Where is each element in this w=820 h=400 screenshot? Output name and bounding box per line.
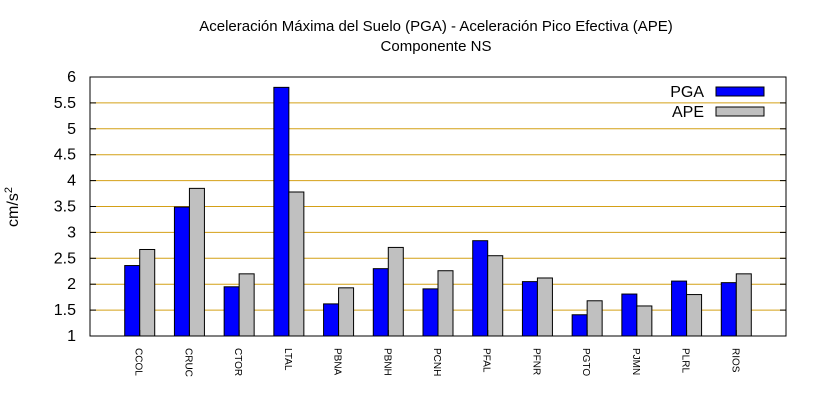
bar-ape-pbna	[338, 287, 355, 337]
bar-ape-pjmn	[636, 305, 653, 337]
legend-swatch-pga	[715, 86, 765, 97]
bar-pga-rios	[720, 282, 737, 337]
bar-pga-pfnr	[521, 281, 538, 337]
bar-ape-pcnh	[437, 270, 454, 337]
x-tick-label: PCNH	[431, 348, 442, 376]
x-axis-ticks: CCOL CRUC CTOR LTAL PBNA PBNH PCNH PFAL PFNR PGTO…	[133, 330, 740, 377]
bar-ape-ctor	[238, 273, 255, 337]
bar-pga-pbna	[323, 303, 340, 337]
y-tick-label: 1.5	[54, 302, 76, 319]
chart-subtitle: Componente NS	[381, 38, 492, 55]
bar-pga-pbnh	[372, 268, 389, 337]
x-tick-label: PBNH	[381, 348, 392, 376]
y-axis-label-exponent: 2	[3, 187, 15, 193]
y-tick-label: 1	[67, 328, 76, 345]
legend-label-pga: PGA	[670, 84, 704, 101]
legend-label-ape: APE	[672, 104, 704, 121]
bar-ape-rios	[735, 273, 752, 337]
bar-ape-ltal	[288, 191, 305, 337]
bar-pga-ltal	[273, 86, 290, 337]
bar-pga-ccol	[124, 265, 141, 337]
x-tick-label: PGTO	[580, 348, 591, 376]
y-tick-label: 3	[67, 224, 76, 241]
gridlines	[90, 102, 786, 311]
bar-pga-cruc	[173, 206, 190, 337]
legend-swatch-ape	[715, 106, 765, 117]
plot-frame	[89, 76, 787, 337]
x-tick-label: CRUC	[182, 348, 193, 377]
y-axis-label: cm/s2	[3, 187, 22, 227]
x-tick-label: PJMN	[630, 348, 641, 375]
y-tick-label: 4.5	[54, 147, 76, 164]
x-tick-label: PFAL	[481, 348, 492, 373]
bar-ape-pbnh	[387, 246, 404, 337]
x-tick-label: CCOL	[133, 348, 144, 376]
y-axis-label-unit: cm/s	[5, 193, 22, 227]
x-tick-label: PFNR	[530, 348, 541, 375]
bar-ape-ccol	[139, 248, 156, 337]
bar-ape-pfal	[487, 255, 504, 337]
x-tick-label: PLRL	[680, 348, 691, 373]
bars	[124, 86, 752, 337]
bar-ape-pgto	[586, 300, 603, 337]
y-tick-label: 6	[67, 69, 76, 86]
y-tick-label: 2.5	[54, 250, 76, 267]
bar-pga-pcnh	[422, 288, 439, 337]
y-tick-label: 4	[67, 173, 76, 190]
x-tick-label: LTAL	[282, 348, 293, 371]
bar-pga-pfal	[472, 240, 489, 337]
legend: PGA APE	[670, 84, 765, 121]
y-axis-ticks: 1 1.5 2 2.5 3 3.5 4 4.5 5 5.5 6	[54, 69, 786, 345]
x-tick-label: CTOR	[232, 348, 243, 376]
chart-title: Aceleración Máxima del Suelo (PGA) - Ace…	[199, 18, 673, 35]
bar-pga-pgto	[571, 314, 588, 337]
bar-pga-plrl	[671, 280, 688, 337]
bar-ape-pfnr	[536, 277, 553, 337]
y-tick-label: 2	[67, 276, 76, 293]
bar-pga-pjmn	[621, 293, 638, 337]
bar-ape-cruc	[188, 187, 205, 337]
y-tick-label: 5	[67, 121, 76, 138]
y-tick-label: 5.5	[54, 95, 76, 112]
bar-ape-plrl	[686, 294, 703, 337]
x-tick-label: PBNA	[332, 348, 343, 376]
y-tick-label: 3.5	[54, 199, 76, 216]
bar-pga-ctor	[223, 286, 240, 337]
x-tick-label: RIOS	[729, 348, 740, 373]
